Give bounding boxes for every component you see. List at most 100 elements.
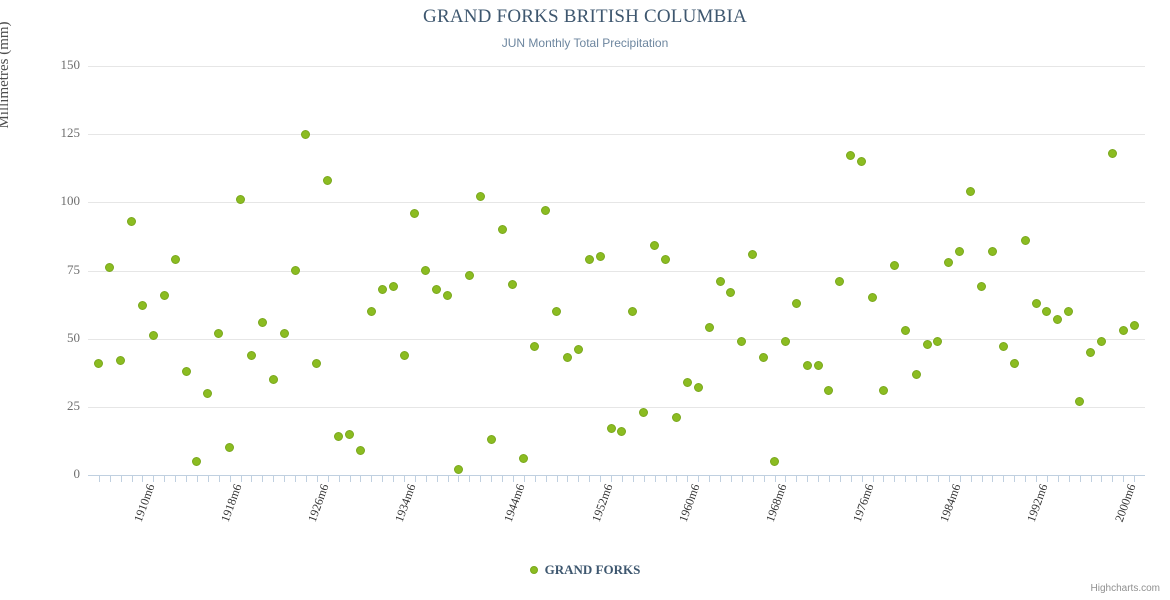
scatter-point[interactable] xyxy=(541,206,551,215)
scatter-point[interactable] xyxy=(192,456,202,466)
scatter-point[interactable] xyxy=(475,192,485,202)
scatter-point[interactable] xyxy=(584,255,594,265)
scatter-point[interactable] xyxy=(868,293,878,303)
scatter-point[interactable] xyxy=(127,216,137,226)
scatter-point[interactable] xyxy=(443,290,453,300)
scatter-point[interactable] xyxy=(715,276,725,286)
scatter-point[interactable] xyxy=(203,388,213,398)
scatter-point[interactable] xyxy=(1096,336,1106,346)
scatter-point[interactable] xyxy=(214,328,224,338)
scatter-point[interactable] xyxy=(279,328,289,338)
scatter-point[interactable] xyxy=(682,377,692,387)
scatter-point[interactable] xyxy=(137,301,147,311)
scatter-point[interactable] xyxy=(987,246,997,256)
scatter-point[interactable] xyxy=(421,266,431,275)
scatter-point[interactable] xyxy=(650,241,660,251)
credits-label[interactable]: Highcharts.com xyxy=(1090,583,1160,594)
scatter-point[interactable] xyxy=(366,306,376,316)
scatter-point[interactable] xyxy=(519,454,529,464)
scatter-point[interactable] xyxy=(432,285,442,295)
scatter-point[interactable] xyxy=(159,290,169,300)
scatter-point[interactable] xyxy=(1042,306,1052,316)
scatter-point[interactable] xyxy=(791,298,801,308)
scatter-point[interactable] xyxy=(301,129,311,139)
scatter-point[interactable] xyxy=(562,353,572,363)
scatter-point[interactable] xyxy=(998,342,1008,352)
scatter-point[interactable] xyxy=(966,186,976,196)
scatter-point[interactable] xyxy=(486,435,496,445)
scatter-point[interactable] xyxy=(617,426,627,436)
scatter-point[interactable] xyxy=(911,369,921,379)
scatter-point[interactable] xyxy=(1020,236,1030,245)
scatter-point[interactable] xyxy=(105,263,115,273)
scatter-point[interactable] xyxy=(813,361,823,371)
scatter-point[interactable] xyxy=(290,266,300,275)
scatter-point[interactable] xyxy=(1064,306,1074,316)
scatter-point[interactable] xyxy=(508,279,518,289)
scatter-point[interactable] xyxy=(748,249,758,259)
scatter-point[interactable] xyxy=(1075,396,1085,406)
scatter-point[interactable] xyxy=(355,445,365,455)
scatter-point[interactable] xyxy=(1129,320,1139,330)
scatter-point[interactable] xyxy=(780,336,790,346)
scatter-point[interactable] xyxy=(835,276,845,286)
scatter-point[interactable] xyxy=(977,282,987,292)
scatter-point[interactable] xyxy=(453,465,463,475)
scatter-point[interactable] xyxy=(268,375,278,385)
scatter-point[interactable] xyxy=(693,383,703,393)
scatter-point[interactable] xyxy=(1086,347,1095,357)
scatter-point[interactable] xyxy=(661,255,671,265)
scatter-point[interactable] xyxy=(704,323,714,333)
scatter-point[interactable] xyxy=(824,385,834,395)
scatter-point[interactable] xyxy=(900,325,910,335)
scatter-point[interactable] xyxy=(552,306,562,316)
scatter-point[interactable] xyxy=(312,358,322,368)
scatter-point[interactable] xyxy=(606,424,616,434)
scatter-point[interactable] xyxy=(246,350,256,360)
scatter-point[interactable] xyxy=(933,336,943,346)
scatter-point[interactable] xyxy=(1031,298,1041,308)
scatter-point[interactable] xyxy=(323,176,333,186)
scatter-point[interactable] xyxy=(922,339,932,349)
scatter-point[interactable] xyxy=(377,285,387,295)
scatter-point[interactable] xyxy=(497,225,507,235)
scatter-point[interactable] xyxy=(878,385,888,395)
scatter-point[interactable] xyxy=(759,353,769,363)
scatter-point[interactable] xyxy=(955,246,965,256)
scatter-point[interactable] xyxy=(181,366,191,376)
scatter-point[interactable] xyxy=(846,151,856,161)
scatter-point[interactable] xyxy=(726,287,736,297)
scatter-point[interactable] xyxy=(1107,148,1117,158)
scatter-point[interactable] xyxy=(334,432,344,442)
scatter-point[interactable] xyxy=(170,255,180,265)
scatter-point[interactable] xyxy=(573,345,583,355)
scatter-point[interactable] xyxy=(236,195,246,205)
scatter-point[interactable] xyxy=(889,260,899,270)
scatter-point[interactable] xyxy=(399,350,409,360)
y-axis-tick-label: 150 xyxy=(60,57,81,72)
scatter-point[interactable] xyxy=(1009,358,1019,368)
scatter-point[interactable] xyxy=(628,306,638,316)
scatter-point[interactable] xyxy=(116,355,126,365)
scatter-point[interactable] xyxy=(595,252,605,262)
scatter-point[interactable] xyxy=(1053,315,1063,325)
scatter-point[interactable] xyxy=(345,429,355,439)
scatter-point[interactable] xyxy=(802,361,812,371)
scatter-point[interactable] xyxy=(944,257,954,267)
scatter-point[interactable] xyxy=(94,358,104,368)
scatter-point[interactable] xyxy=(225,443,235,453)
scatter-point[interactable] xyxy=(464,271,474,281)
scatter-point[interactable] xyxy=(148,331,158,341)
scatter-point[interactable] xyxy=(737,336,747,346)
scatter-point[interactable] xyxy=(257,317,267,327)
scatter-point[interactable] xyxy=(530,342,540,352)
legend-item-grand-forks[interactable]: GRAND FORKS xyxy=(544,562,641,577)
x-axis-tick xyxy=(905,476,907,482)
scatter-point[interactable] xyxy=(671,413,681,423)
scatter-point[interactable] xyxy=(388,282,398,292)
scatter-point[interactable] xyxy=(770,456,779,466)
scatter-point[interactable] xyxy=(639,407,649,417)
scatter-point[interactable] xyxy=(857,156,867,166)
scatter-point[interactable] xyxy=(410,208,420,218)
scatter-point[interactable] xyxy=(1118,325,1128,335)
